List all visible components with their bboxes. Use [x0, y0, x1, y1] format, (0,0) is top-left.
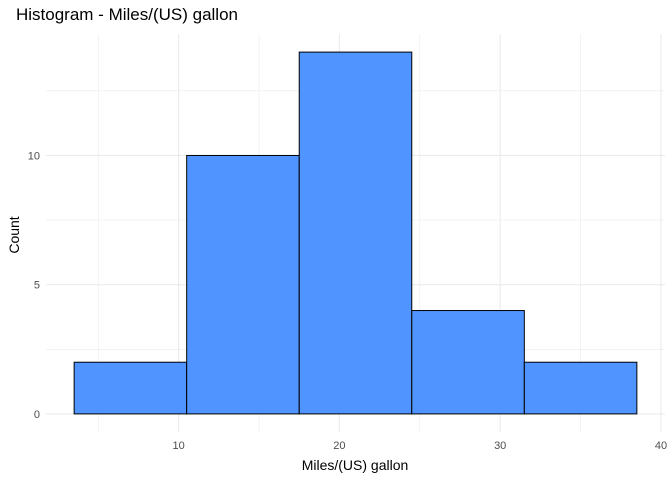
bars-layer: [73, 51, 638, 415]
x-tick-label: 20: [333, 440, 345, 452]
y-tick-label: 10: [28, 150, 40, 162]
x-tick-label: 30: [494, 440, 506, 452]
y-tick-label: 5: [34, 280, 40, 292]
histogram-bar-2: [186, 154, 300, 415]
y-axis-title: Count: [6, 216, 22, 253]
x-tick-label: 40: [655, 440, 667, 452]
histogram-bar-3: [298, 51, 413, 415]
tick-labels: 10 20 30 40 0 5 10: [28, 150, 667, 452]
histogram-bar-1: [73, 361, 188, 415]
chart-title: Histogram - Miles/(US) gallon: [16, 5, 238, 24]
histogram-bar-4: [411, 310, 525, 415]
x-tick-label: 10: [173, 440, 185, 452]
histogram-bar-5: [523, 361, 638, 415]
x-axis-title: Miles/(US) gallon: [302, 457, 409, 473]
y-tick-label: 0: [34, 409, 40, 421]
